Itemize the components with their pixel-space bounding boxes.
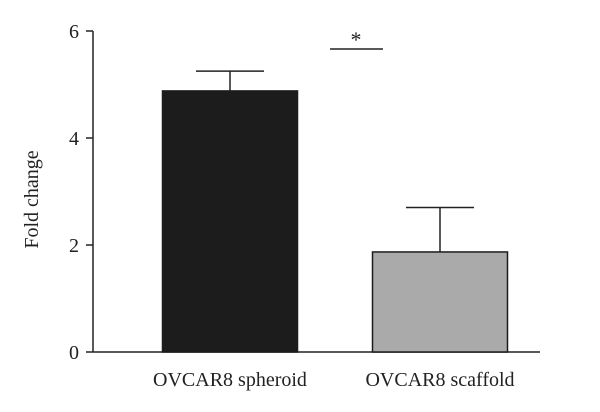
bar bbox=[371, 251, 509, 353]
bar bbox=[161, 90, 299, 353]
significance-annotation: * bbox=[330, 27, 383, 52]
bars bbox=[161, 90, 509, 353]
y-tick-label: 4 bbox=[69, 128, 79, 150]
y-tick-label: 0 bbox=[69, 342, 79, 364]
y-ticks: 0 2 4 6 bbox=[69, 21, 93, 364]
significance-star: * bbox=[351, 27, 362, 52]
x-category-label: OVCAR8 scaffold bbox=[365, 369, 514, 391]
y-tick-label: 6 bbox=[69, 21, 79, 43]
y-tick-label: 2 bbox=[69, 235, 79, 257]
y-axis-label: Fold change bbox=[21, 150, 43, 248]
x-category-label: OVCAR8 spheroid bbox=[153, 369, 307, 391]
category-labels: OVCAR8 spheroid OVCAR8 scaffold bbox=[153, 369, 514, 391]
error-bars bbox=[196, 70, 474, 252]
